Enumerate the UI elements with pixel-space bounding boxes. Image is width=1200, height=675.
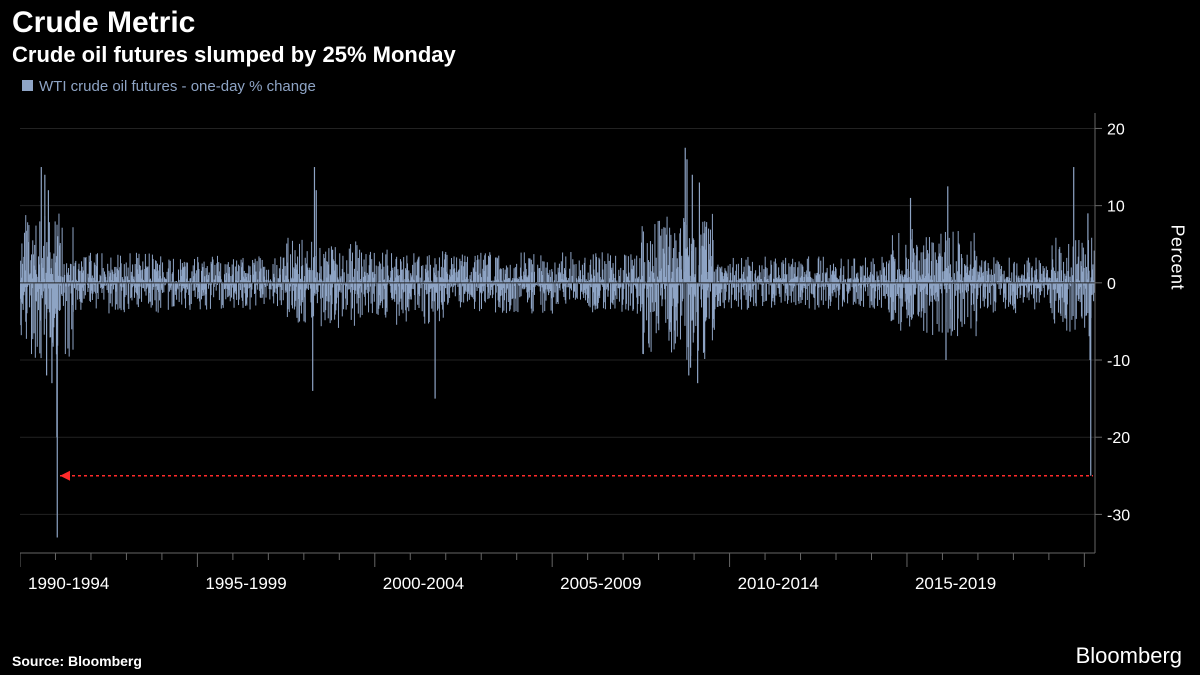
svg-text:0: 0 — [1107, 276, 1116, 293]
svg-text:1990-1994: 1990-1994 — [28, 574, 109, 593]
svg-text:2010-2014: 2010-2014 — [738, 574, 819, 593]
legend: WTI crude oil futures - one-day % change — [0, 68, 1200, 95]
svg-text:-10: -10 — [1107, 353, 1130, 370]
chart-frame: Crude Metric Crude oil futures slumped b… — [0, 0, 1200, 675]
svg-text:1995-1999: 1995-1999 — [205, 574, 286, 593]
svg-text:2015-2019: 2015-2019 — [915, 574, 996, 593]
svg-text:2000-2004: 2000-2004 — [383, 574, 464, 593]
chart-svg: -30 -20 -10 0 10 20 1990-1994 1995-1999 2000-200… — [20, 108, 1130, 598]
legend-swatch — [22, 80, 33, 91]
svg-text:20: 20 — [1107, 121, 1125, 138]
brand-logo: Bloomberg — [1076, 643, 1182, 669]
svg-text:2005-2009: 2005-2009 — [560, 574, 641, 593]
chart-title: Crude Metric — [12, 6, 1200, 40]
header: Crude Metric Crude oil futures slumped b… — [0, 0, 1200, 68]
plot-area: -30 -20 -10 0 10 20 1990-1994 1995-1999 2000-200… — [20, 108, 1130, 598]
y-axis-label: Percent — [1167, 224, 1188, 290]
svg-text:-20: -20 — [1107, 430, 1130, 447]
source-text: Source: Bloomberg — [12, 653, 142, 669]
svg-text:-30: -30 — [1107, 507, 1130, 524]
svg-text:10: 10 — [1107, 199, 1125, 216]
legend-label: WTI crude oil futures - one-day % change — [39, 78, 316, 95]
chart-subtitle: Crude oil futures slumped by 25% Monday — [12, 42, 1200, 68]
